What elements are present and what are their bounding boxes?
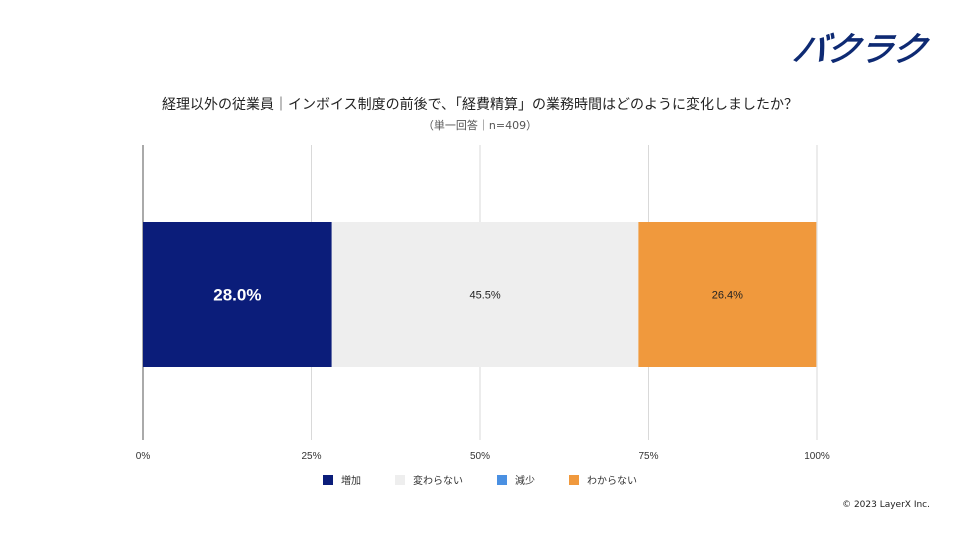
tick-label: 100% — [804, 451, 830, 462]
legend-label: 増加 — [341, 476, 361, 487]
chart-subtitle: （単一回答｜n=409） — [422, 119, 538, 132]
data-label: 45.5% — [469, 290, 500, 302]
legend-swatch — [323, 474, 333, 485]
legend-label: 変わらない — [413, 476, 463, 487]
legend-swatch — [395, 474, 405, 485]
copyright: © 2023 LayerX Inc. — [842, 500, 930, 510]
tick-label: 75% — [638, 451, 658, 462]
bar-segment — [143, 222, 332, 367]
legend-label: 減少 — [515, 476, 535, 487]
tick-label: 25% — [301, 451, 321, 462]
tick-label: 50% — [470, 451, 490, 462]
legend-swatch — [497, 474, 507, 485]
data-label: 26.4% — [712, 290, 743, 302]
legend-swatch — [569, 474, 579, 485]
legend-item-decrease: 減少 — [497, 472, 535, 487]
legend-item-increase: 増加 — [323, 472, 361, 487]
tick-label: 0% — [136, 451, 151, 462]
legend-item-no-change: 変わらない — [395, 472, 463, 487]
chart-title: 経理以外の従業員｜インボイス制度の前後で、「経費精算」の業務時間はどのように変化… — [161, 97, 799, 113]
legend: 増加 変わらない 減少 わからない — [0, 472, 960, 487]
bar-segment — [638, 222, 817, 367]
data-label: 28.0% — [213, 286, 261, 305]
legend-item-unknown: わからない — [569, 472, 637, 487]
bar-segment — [331, 222, 639, 367]
legend-label: わからない — [587, 476, 637, 487]
